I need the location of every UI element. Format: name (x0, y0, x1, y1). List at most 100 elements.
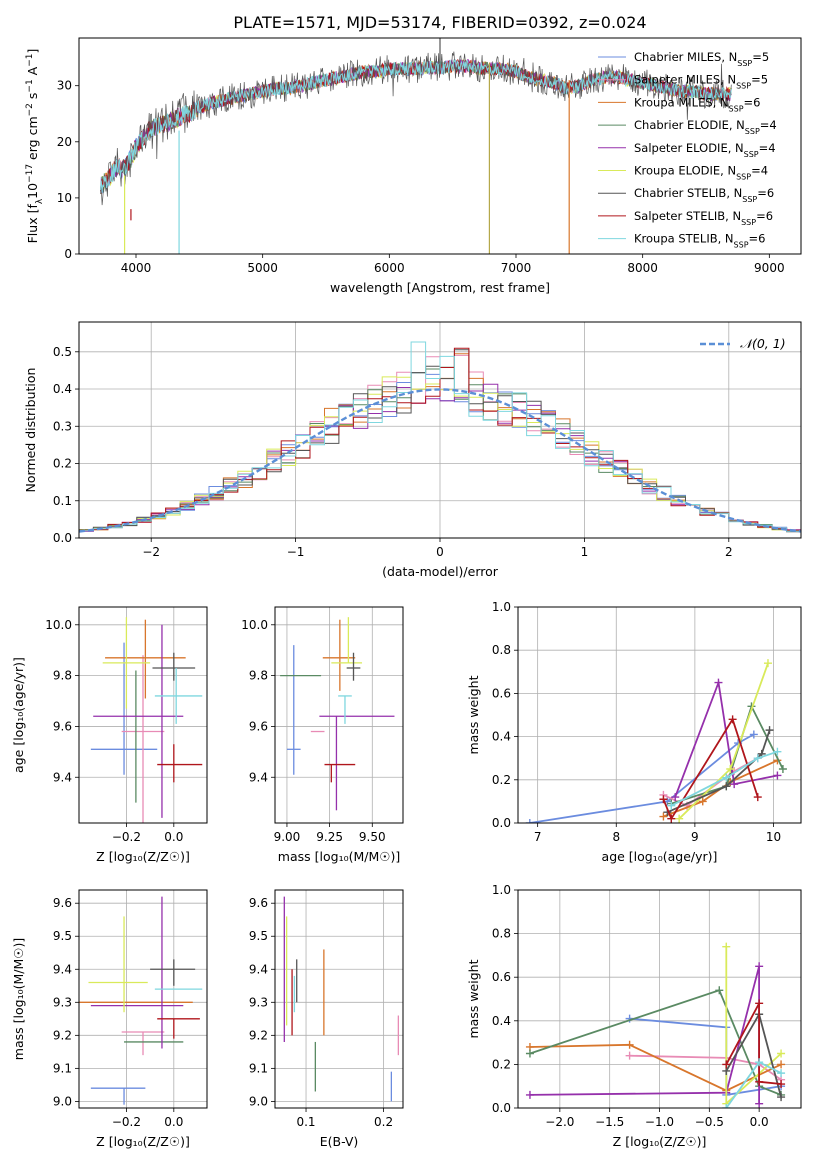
legend-label: Salpeter MILES, NSSP=5 (634, 73, 768, 91)
weight-marker (755, 1077, 764, 1086)
weight-marker (755, 1058, 764, 1067)
weight-lines (525, 942, 786, 1108)
weight-marker (777, 1093, 786, 1102)
weight-marker (753, 793, 762, 802)
legend-label: 𝒩(0, 1) (740, 336, 786, 351)
weight-marker (722, 1060, 731, 1069)
error-bars (283, 896, 399, 1102)
x-axis-label: (data-model)/error (382, 564, 499, 579)
error-bar-point (157, 1018, 200, 1039)
weight-marker (777, 1080, 786, 1089)
error-bar-point (150, 959, 196, 986)
x-tick-label: 9.25 (316, 830, 343, 844)
x-axis-label: wavelength [Angstrom, rest frame] (330, 280, 550, 295)
weight-line (529, 989, 782, 1096)
x-tick-label: 8 (612, 830, 620, 844)
y-tick-label: 10.0 (241, 618, 268, 632)
axes-frame (517, 889, 802, 1109)
x-tick-label: −2 (142, 545, 160, 559)
weight-marker (763, 659, 772, 668)
weight-marker (722, 942, 731, 951)
error-bar-point (319, 715, 395, 811)
weight-marker (659, 812, 668, 821)
y-tick-label: 9.2 (249, 1028, 268, 1042)
x-tick-label: 8000 (627, 261, 658, 275)
gaussian-curve (79, 388, 801, 533)
weight-marker (675, 814, 684, 823)
x-tick-label: 0.0 (750, 1115, 769, 1129)
weight-marker (753, 754, 762, 763)
weight-marker (625, 1040, 634, 1049)
error-bar-point (102, 617, 151, 709)
weight-line (662, 717, 759, 821)
y-tick-label: 9.4 (249, 770, 268, 784)
axes-frame (78, 606, 208, 824)
error-bar-point (157, 744, 203, 783)
x-axis-label: mass [log₁₀(M/M☉)] (278, 849, 400, 864)
error-bar-point (322, 619, 356, 691)
weight-marker (726, 765, 735, 773)
x-tick-label: 2 (725, 545, 733, 559)
y-tick-label: 9.1 (53, 1061, 72, 1075)
legend-label: Salpeter STELIB, NSSP=6 (634, 209, 773, 227)
y-tick-label: 9.6 (53, 719, 72, 733)
weight-marker (765, 726, 774, 735)
y-tick-label: 9.5 (249, 929, 268, 943)
y-tick-label: 1.0 (492, 883, 511, 897)
y-tick-label: 9.0 (53, 1094, 72, 1108)
weight-marker (728, 715, 737, 724)
x-axis-label: Z [log₁₀(Z/Z☉)] (96, 849, 190, 864)
y-tick-label: 0.5 (53, 345, 72, 359)
y-tick-label: 0.1 (53, 494, 72, 508)
massweight_vs_Z-panel: −2.0 −1.5 −1.0 −0.5 0.0 0.0 0.2 0.4 0.6 0.8 1.0 Z [… (466, 883, 802, 1149)
y-tick-label: 9.6 (53, 896, 72, 910)
weight-marker (667, 814, 676, 823)
error-bar-point (90, 642, 158, 775)
y-tick-label: 9.3 (53, 995, 72, 1009)
y-tick-label: 0.4 (53, 382, 72, 396)
weight-line (725, 1002, 782, 1085)
y-tick-label: 0.2 (492, 773, 511, 787)
x-tick-label: 7000 (501, 261, 532, 275)
y-tick-label: 0.2 (53, 457, 72, 471)
weight-line (670, 750, 778, 807)
weight-marker (525, 819, 534, 823)
weight-marker (773, 747, 782, 756)
axes-frame (274, 606, 404, 824)
spectrum-line (100, 51, 732, 206)
y-axis-label: Normed distribution (23, 368, 38, 493)
y-tick-label: 0.6 (492, 970, 511, 984)
weight-marker (659, 795, 668, 804)
age_vs_Z-panel: −0.2 0.0 9.4 9.6 9.8 10.0 Z [log₁₀(Z/Z☉)] age [… (11, 606, 208, 864)
error-bar-point (154, 667, 203, 724)
error-bar-point (324, 763, 356, 783)
y-tick-label: 0.4 (492, 1014, 511, 1028)
y-tick-label: 9.4 (53, 962, 72, 976)
error-bars (280, 617, 395, 811)
x-axis-label: E(B-V) (320, 1134, 359, 1149)
y-axis-label: Flux [fλ10−17 erg cm−2 s−1 A−1] (25, 49, 45, 244)
weight-line (629, 1054, 782, 1081)
error-bar-point (346, 652, 361, 681)
error-bar-point (90, 1087, 146, 1105)
y-tick-label: 30 (57, 79, 72, 93)
y-tick-label: 20 (57, 135, 72, 149)
x-tick-label: 9 (691, 830, 699, 844)
y-tick-label: 0.3 (53, 419, 72, 433)
y-tick-label: 9.6 (249, 896, 268, 910)
weight-marker (525, 1049, 534, 1058)
weight-marker (755, 1099, 764, 1108)
x-tick-label: −1.0 (645, 1115, 674, 1129)
legend-label: Kroupa ELODIE, NSSP=4 (634, 164, 768, 182)
x-tick-label: −0.2 (112, 830, 141, 844)
y-tick-label: 9.8 (249, 669, 268, 683)
panels: 4000 5000 6000 7000 8000 90000102030wavelengt… (11, 37, 802, 1149)
legend-label: Salpeter ELODIE, NSSP=4 (634, 141, 776, 159)
y-tick-label: 9.3 (249, 995, 268, 1009)
y-tick-label: 0.4 (492, 730, 511, 744)
spectrum-lines (100, 38, 732, 254)
y-tick-label: 9.4 (53, 770, 72, 784)
x-axis-label: age [log₁₀(age/yr)] (602, 849, 718, 864)
weight-line (529, 733, 755, 823)
x-tick-label: 0 (436, 545, 444, 559)
